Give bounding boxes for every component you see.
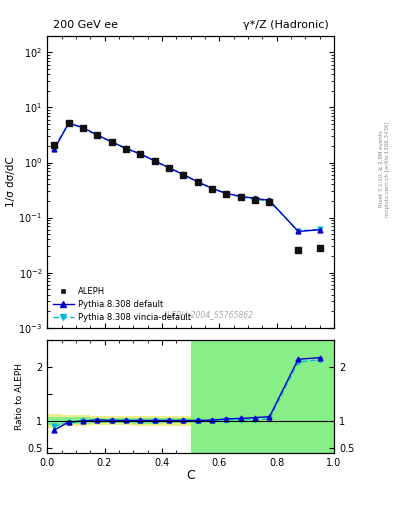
X-axis label: C: C: [186, 470, 195, 482]
Text: mcplots.cern.ch [arXiv:1306.3436]: mcplots.cern.ch [arXiv:1306.3436]: [385, 121, 390, 217]
Y-axis label: Ratio to ALEPH: Ratio to ALEPH: [15, 364, 24, 430]
Y-axis label: 1/σ dσ/dC: 1/σ dσ/dC: [6, 156, 16, 207]
Text: Rivet 3.1.10, ≥ 2.8M events: Rivet 3.1.10, ≥ 2.8M events: [379, 131, 384, 207]
Text: γ*/Z (Hadronic): γ*/Z (Hadronic): [242, 20, 328, 30]
Legend: ALEPH, Pythia 8.308 default, Pythia 8.308 vincia-default: ALEPH, Pythia 8.308 default, Pythia 8.30…: [50, 283, 195, 325]
Text: 200 GeV ee: 200 GeV ee: [53, 20, 118, 30]
Text: ALEPH_2004_S5765862: ALEPH_2004_S5765862: [162, 310, 253, 319]
